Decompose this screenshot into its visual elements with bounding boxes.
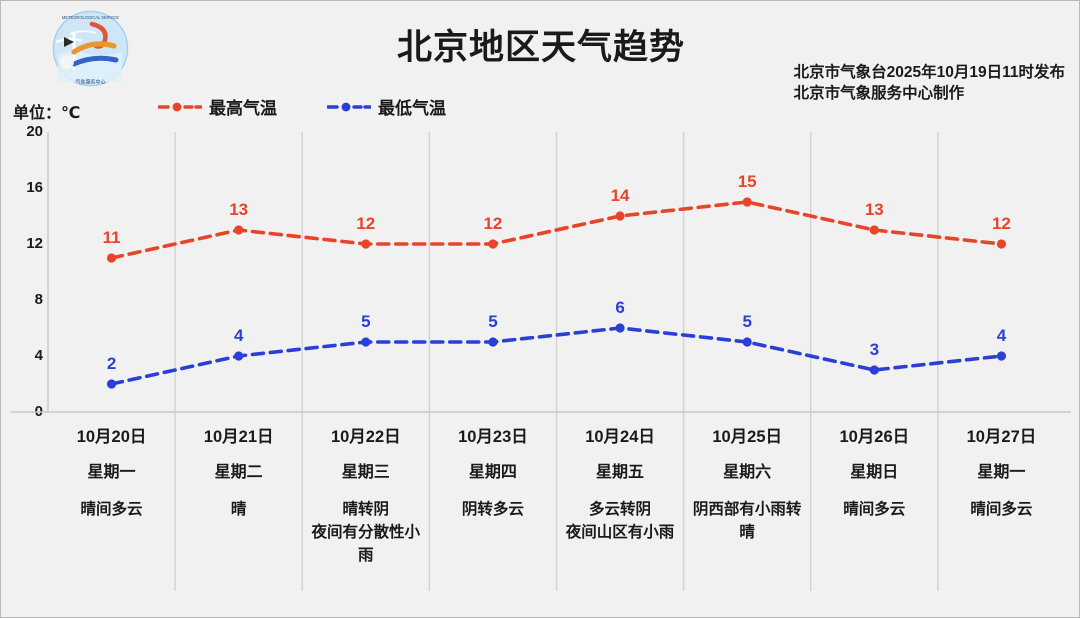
forecast-column[interactable]: 10月20日 星期一晴间多云 bbox=[48, 413, 175, 591]
svg-text:5: 5 bbox=[742, 312, 751, 331]
forecast-column[interactable]: 10月27日 星期一晴间多云 bbox=[938, 413, 1065, 591]
svg-text:4: 4 bbox=[234, 326, 244, 345]
svg-text:气象服务中心: 气象服务中心 bbox=[75, 79, 105, 86]
forecast-condition: 阴西部有小雨转晴 bbox=[692, 501, 802, 541]
forecast-date: 10月24日 bbox=[585, 428, 655, 446]
chart-series bbox=[106, 197, 1007, 389]
forecast-date: 10月21日 bbox=[203, 428, 274, 446]
forecast-condition: 晴 bbox=[230, 501, 247, 518]
forecast-weekday: 星期三 bbox=[341, 464, 390, 481]
svg-text:13: 13 bbox=[229, 200, 248, 219]
legend-marker-high-icon bbox=[158, 102, 202, 111]
forecast-column[interactable]: 10月23日 星期四阴转多云 bbox=[429, 413, 556, 591]
svg-text:11: 11 bbox=[103, 228, 121, 247]
svg-text:4: 4 bbox=[997, 326, 1007, 345]
svg-text:METEOROLOGICAL SERVICE: METEOROLOGICAL SERVICE bbox=[62, 15, 120, 20]
forecast-column[interactable]: 10月25日 星期六阴西部有小雨转晴 bbox=[684, 413, 811, 591]
forecast-date: 10月27日 bbox=[966, 428, 1037, 446]
y-tick-label: 0 bbox=[34, 403, 43, 420]
svg-text:14: 14 bbox=[611, 186, 630, 205]
forecast-weekday: 星期日 bbox=[850, 464, 899, 481]
forecast-weekday: 星期一 bbox=[977, 464, 1026, 481]
svg-text:12: 12 bbox=[992, 214, 1011, 233]
svg-text:5: 5 bbox=[488, 312, 497, 331]
forecast-condition: 晴间多云 bbox=[970, 501, 1033, 518]
svg-text:12: 12 bbox=[356, 214, 375, 233]
y-tick-label: 12 bbox=[26, 235, 43, 252]
forecast-weekday: 星期四 bbox=[468, 464, 517, 481]
forecast-condition: 阴转多云 bbox=[461, 501, 524, 518]
legend-marker-low-icon bbox=[327, 102, 371, 111]
svg-text:12: 12 bbox=[483, 214, 502, 233]
legend-label-high: 最高气温 bbox=[209, 99, 277, 118]
forecast-date: 10月20日 bbox=[76, 428, 147, 446]
chart-legend: 最高气温 最低气温 bbox=[158, 94, 446, 119]
forecast-condition: 晴转阴 夜间有分散性小雨 bbox=[311, 501, 421, 564]
svg-text:3: 3 bbox=[870, 340, 879, 359]
page-title: 北京地区天气趋势 bbox=[396, 28, 685, 67]
forecast-column[interactable]: 10月21日 星期二晴 bbox=[175, 413, 302, 591]
chart-axes bbox=[11, 132, 1071, 413]
y-tick-label: 4 bbox=[34, 347, 43, 364]
y-tick-label: 20 bbox=[26, 123, 43, 140]
forecast-table: 10月20日 星期一 晴间多云 10月21日 星期二晴 10月22日 星期三 晴转阴 夜间有分散… bbox=[48, 413, 1065, 591]
svg-text:15: 15 bbox=[738, 172, 757, 191]
svg-text:13: 13 bbox=[865, 200, 884, 219]
legend-item-low[interactable]: 最低气温 bbox=[327, 94, 446, 119]
forecast-column[interactable]: 10月26日 星期日晴间多云 bbox=[811, 413, 938, 591]
attribution-block: 北京市气象台2025年10月19日11时发布 北京市气象服务中心制作 bbox=[794, 62, 1065, 104]
forecast-condition: 多云转阴 夜间山区有小雨 bbox=[565, 501, 675, 541]
y-tick-label: 16 bbox=[26, 179, 43, 196]
forecast-condition: 晴间多云 bbox=[843, 501, 906, 518]
forecast-weekday: 星期五 bbox=[596, 464, 645, 481]
forecast-weekday: 星期六 bbox=[723, 464, 772, 481]
forecast-column[interactable]: 10月22日 星期三晴转阴 夜间有分散性小雨 bbox=[302, 413, 429, 591]
legend-item-high[interactable]: 最高气温 bbox=[158, 94, 277, 119]
y-tick-label: 8 bbox=[34, 291, 43, 308]
forecast-condition: 晴间多云 bbox=[80, 501, 143, 518]
forecast-column[interactable]: 10月24日 星期五多云转阴 夜间山区有小雨 bbox=[557, 413, 684, 591]
svg-text:6: 6 bbox=[615, 298, 624, 317]
legend-label-low: 最低气温 bbox=[378, 99, 446, 118]
forecast-weekday: 星期一 bbox=[87, 464, 136, 481]
forecast-date: 10月26日 bbox=[839, 428, 910, 446]
forecast-weekday: 星期二 bbox=[214, 464, 263, 481]
beijing-meteorological-service-center-logo-icon: METEOROLOGICAL SERVICE 气象服务中心 bbox=[52, 10, 129, 87]
attribution-issuer: 北京市气象台2025年10月19日11时发布 bbox=[793, 64, 1065, 81]
svg-text:2: 2 bbox=[107, 354, 116, 373]
axis-unit-label: 单位：℃ bbox=[13, 105, 81, 122]
forecast-date: 10月22日 bbox=[330, 428, 401, 446]
svg-text:5: 5 bbox=[361, 312, 370, 331]
forecast-date: 10月25日 bbox=[712, 428, 783, 446]
forecast-date: 10月23日 bbox=[458, 428, 528, 446]
attribution-producer: 北京市气象服务中心制作 bbox=[793, 85, 965, 102]
chart-point-labels: 11 13 12 12 14 15 13 12 2 4 5 5 6 5 3 4 bbox=[103, 172, 1011, 373]
